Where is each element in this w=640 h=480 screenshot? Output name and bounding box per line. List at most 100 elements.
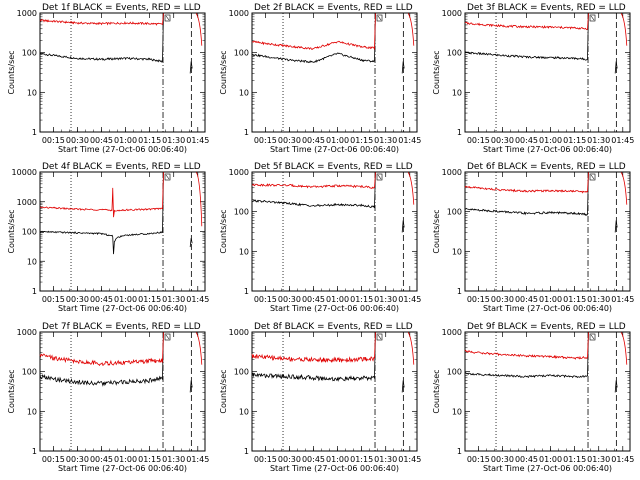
y-axis-label: Counts/sec xyxy=(219,369,228,413)
x-tick-label: 01:15 xyxy=(138,455,161,464)
y-tick-label: 1 xyxy=(32,128,37,137)
y-axis-label: Counts/sec xyxy=(7,50,16,94)
plot-frame xyxy=(39,12,206,133)
y-tick-label: 1000 xyxy=(229,168,249,177)
x-tick-label: 01:15 xyxy=(563,136,586,145)
marker-glyph xyxy=(589,333,596,341)
events-series-line xyxy=(39,332,164,387)
x-tick-label: 01:45 xyxy=(611,295,634,304)
x-tick-label: 01:30 xyxy=(162,455,185,464)
x-tick-label: 00:30 xyxy=(66,455,89,464)
chart-panel-5: Det 5f BLACK = Events, RED = LLD 1 10 100 10… xyxy=(219,162,421,313)
lld-series-line xyxy=(464,332,589,360)
y-axis-label: Counts/sec xyxy=(432,209,441,253)
x-tick-label: 00:30 xyxy=(278,455,301,464)
y-tick-label: 100 xyxy=(22,368,37,377)
lld-series-line xyxy=(251,332,376,364)
y-tick-label: 1 xyxy=(457,287,462,296)
x-tick-label: 01:00 xyxy=(326,295,349,304)
y-tick-label: 10 xyxy=(27,88,37,97)
x-axis-label: Start Time (27-Oct-06 00:06:40) xyxy=(483,464,612,473)
x-tick-label: 00:30 xyxy=(66,295,89,304)
marker-glyph-stroke xyxy=(377,334,382,340)
events-series-line xyxy=(251,332,376,382)
lld-series-line xyxy=(39,172,164,218)
y-axis-label: Counts/sec xyxy=(7,209,16,253)
marker-glyph xyxy=(164,333,171,341)
x-tick-label: 00:15 xyxy=(254,455,277,464)
x-tick-label: 00:15 xyxy=(254,136,277,145)
x-tick-label: 01:00 xyxy=(114,295,137,304)
panel-title: Det 5f BLACK = Events, RED = LLD xyxy=(254,162,413,172)
x-tick-label: 01:45 xyxy=(186,295,209,304)
x-axis-label: Start Time (27-Oct-06 00:06:40) xyxy=(58,145,187,154)
x-tick-label: 00:30 xyxy=(491,136,514,145)
x-tick-label: 01:00 xyxy=(326,455,349,464)
x-tick-label: 00:45 xyxy=(90,136,113,145)
events-series-line xyxy=(39,172,164,255)
x-tick-label: 00:45 xyxy=(302,455,325,464)
x-tick-label: 01:15 xyxy=(138,295,161,304)
x-tick-label: 01:30 xyxy=(162,136,185,145)
chart-panel-9: Det 9f BLACK = Events, RED = LLD 1 10 100 10… xyxy=(432,322,634,473)
lld-tail-line xyxy=(620,13,628,46)
chart-panel-8: Det 8f BLACK = Events, RED = LLD 1 10 100 10… xyxy=(219,322,421,473)
x-tick-label: 01:00 xyxy=(114,136,137,145)
y-tick-label: 10000 xyxy=(12,168,37,177)
x-tick-label: 01:15 xyxy=(563,295,586,304)
marker-glyph xyxy=(164,14,171,22)
plot-frame xyxy=(464,171,631,292)
y-tick-label: 1 xyxy=(457,128,462,137)
panel-title: Det 4f BLACK = Events, RED = LLD xyxy=(42,162,201,172)
y-tick-label: 1000 xyxy=(229,9,249,18)
x-tick-label: 01:30 xyxy=(587,136,610,145)
events-tail-line xyxy=(614,220,618,233)
x-tick-label: 01:45 xyxy=(186,455,209,464)
lld-series-line xyxy=(251,172,376,189)
y-tick-label: 10 xyxy=(27,407,37,416)
y-axis-label: Counts/sec xyxy=(219,209,228,253)
x-tick-label: 01:45 xyxy=(611,136,634,145)
plot-frame xyxy=(251,331,418,452)
y-tick-label: 1000 xyxy=(442,168,462,177)
x-tick-label: 01:30 xyxy=(162,295,185,304)
y-axis-label: Counts/sec xyxy=(432,369,441,413)
x-tick-label: 00:45 xyxy=(302,295,325,304)
y-tick-label: 1000 xyxy=(229,328,249,337)
x-tick-label: 01:00 xyxy=(539,295,562,304)
lld-tail-line xyxy=(407,13,415,46)
x-tick-label: 00:15 xyxy=(42,136,65,145)
events-tail-line xyxy=(614,61,618,74)
x-tick-label: 00:15 xyxy=(467,455,490,464)
events-tail-line xyxy=(401,61,405,74)
chart-panel-3: Det 3f BLACK = Events, RED = LLD 1 10 100 10… xyxy=(432,3,634,154)
x-tick-label: 00:15 xyxy=(254,295,277,304)
x-tick-label: 00:45 xyxy=(515,136,538,145)
y-tick-label: 10 xyxy=(27,257,37,266)
y-tick-label: 1000 xyxy=(17,328,37,337)
x-tick-label: 00:30 xyxy=(491,295,514,304)
x-tick-label: 00:45 xyxy=(515,455,538,464)
y-tick-label: 10 xyxy=(452,407,462,416)
events-series-line xyxy=(39,13,164,63)
chart-panel-2: Det 2f BLACK = Events, RED = LLD 1 10 100 10… xyxy=(219,3,421,154)
y-tick-label: 100 xyxy=(22,228,37,237)
x-tick-label: 01:15 xyxy=(350,295,373,304)
panel-title: Det 8f BLACK = Events, RED = LLD xyxy=(254,322,413,332)
chart-panel-1: Det 1f BLACK = Events, RED = LLD 1 10 100 10… xyxy=(7,3,209,154)
panel-title: Det 9f BLACK = Events, RED = LLD xyxy=(467,322,626,332)
x-tick-label: 01:30 xyxy=(374,455,397,464)
events-series-line xyxy=(251,13,376,64)
y-tick-label: 10 xyxy=(239,88,249,97)
y-tick-label: 1 xyxy=(32,447,37,456)
y-tick-label: 1 xyxy=(457,447,462,456)
plot-frame xyxy=(251,171,418,292)
plot-frame xyxy=(39,331,206,452)
x-tick-label: 00:45 xyxy=(90,295,113,304)
lld-tail-line xyxy=(620,332,628,365)
y-tick-label: 100 xyxy=(447,49,462,58)
events-tail-line xyxy=(189,238,193,248)
lld-series-line xyxy=(39,13,164,26)
y-tick-label: 10 xyxy=(239,247,249,256)
